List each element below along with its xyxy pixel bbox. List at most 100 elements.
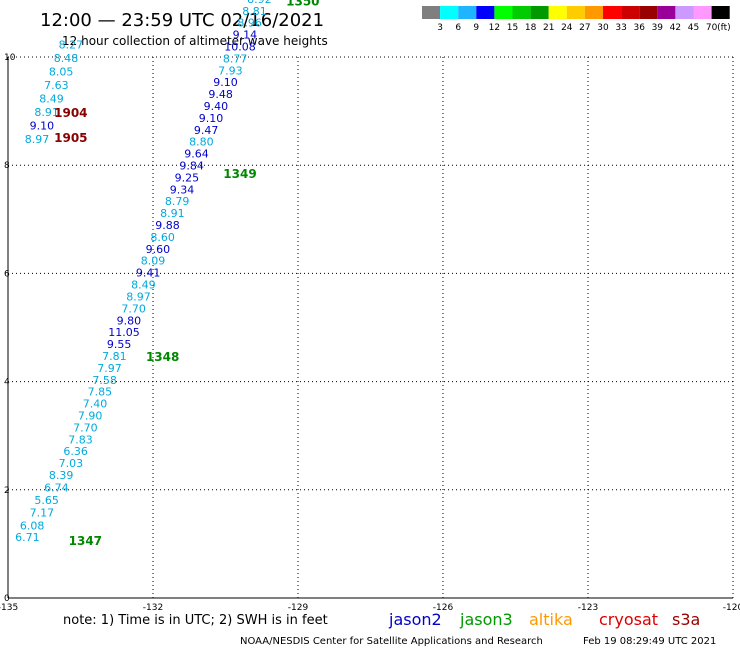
wave-height-value: 7.40 bbox=[83, 398, 108, 411]
wave-height-value: 8.39 bbox=[49, 469, 74, 482]
wave-height-value: 7.03 bbox=[59, 457, 84, 470]
wave-height-value: 8.91 bbox=[160, 207, 185, 220]
x-tick-label: -123 bbox=[578, 603, 598, 613]
wave-height-value: 8.97 bbox=[25, 133, 50, 146]
wave-height-value: 7.85 bbox=[88, 386, 113, 399]
wave-height-value: 8.60 bbox=[150, 231, 175, 244]
legend-cryosat: cryosat bbox=[599, 610, 658, 629]
colorbar-swatch bbox=[476, 6, 495, 19]
colorbar-swatch bbox=[675, 6, 694, 19]
wave-height-value: 9.88 bbox=[155, 219, 180, 232]
colorbar-label: 18 bbox=[525, 23, 537, 33]
footer-timestamp: Feb 19 08:29:49 UTC 2021 bbox=[583, 636, 716, 647]
colorbar-swatch bbox=[440, 6, 459, 19]
colorbar-label: 21 bbox=[543, 23, 554, 33]
colorbar-label: 9 bbox=[473, 23, 479, 33]
wave-height-value: 8.97 bbox=[126, 290, 151, 303]
wave-height-value: 9.34 bbox=[170, 183, 195, 196]
wave-height-value: 10.08 bbox=[224, 41, 256, 54]
wave-height-value: 8.79 bbox=[165, 195, 190, 208]
wave-height-value: 8.81 bbox=[242, 5, 267, 18]
wave-height-value: 8.92 bbox=[247, 0, 272, 6]
colorbar-label: 42 bbox=[670, 23, 681, 33]
units-note: note: 1) Time is in UTC; 2) SWH is in fe… bbox=[63, 613, 328, 628]
satellite-legend: jason2 jason3 altika cryosat s3a bbox=[388, 610, 700, 629]
wave-height-value: 9.80 bbox=[117, 314, 142, 327]
colorbar-swatch bbox=[512, 6, 531, 19]
data-points: 6.716.087.175.656.748.397.036.367.837.70… bbox=[15, 0, 272, 544]
wave-height-value: 7.17 bbox=[30, 506, 55, 519]
colorbar-label: 15 bbox=[507, 23, 518, 33]
wave-height-value: 9.10 bbox=[213, 76, 238, 89]
x-tick-label: -120 bbox=[723, 603, 740, 613]
colorbar-label: 45 bbox=[688, 23, 699, 33]
plot-grid bbox=[7, 56, 734, 599]
wave-height-value: 9.55 bbox=[107, 338, 132, 351]
colorbar-label: 12 bbox=[489, 23, 500, 33]
wave-height-value: 8.77 bbox=[223, 52, 248, 65]
time-label: 1348 bbox=[146, 350, 179, 364]
wave-height-value: 7.63 bbox=[44, 79, 69, 92]
colorbar-label: 27 bbox=[579, 23, 590, 33]
wave-height-value: 9.64 bbox=[184, 148, 209, 161]
legend-jason2: jason2 bbox=[388, 610, 442, 629]
colorbar-unit: (ft) bbox=[717, 23, 731, 33]
colorbar-label: 36 bbox=[633, 23, 645, 33]
wave-height-value: 8.96 bbox=[237, 17, 262, 30]
wave-height-value: 6.71 bbox=[15, 531, 40, 544]
colorbar-swatch bbox=[548, 6, 567, 19]
wave-height-value: 7.90 bbox=[78, 409, 103, 422]
colorbar-label: 33 bbox=[615, 23, 626, 33]
wave-height-value: 9.10 bbox=[199, 112, 224, 125]
wave-height-value: 8.80 bbox=[189, 136, 214, 149]
wave-height-value: 9.48 bbox=[208, 88, 233, 101]
colorbar-swatch bbox=[422, 6, 441, 19]
footer-credit: NOAA/NESDIS Center for Satellite Applica… bbox=[240, 636, 543, 647]
wave-height-value: 9.25 bbox=[175, 171, 200, 184]
time-label: 1347 bbox=[69, 534, 102, 548]
colorbar-swatch bbox=[639, 6, 658, 19]
colorbar-swatch bbox=[458, 6, 477, 19]
wave-height-value: 9.84 bbox=[179, 160, 204, 173]
wave-height-value: 9.47 bbox=[194, 124, 219, 137]
wave-height-value: 7.58 bbox=[92, 374, 117, 387]
y-tick-label: 0 bbox=[4, 594, 10, 604]
colorbar-label: 6 bbox=[455, 23, 461, 33]
wave-height-value: 7.93 bbox=[218, 64, 243, 77]
colorbar-swatch bbox=[584, 6, 603, 19]
wave-height-value: 7.83 bbox=[68, 433, 93, 446]
y-tick-label: 4 bbox=[4, 378, 10, 388]
x-tick-label: -132 bbox=[143, 603, 163, 613]
colorbar-swatch bbox=[603, 6, 622, 19]
wave-height-value: 9.40 bbox=[204, 100, 229, 113]
time-label: 1904 bbox=[54, 106, 87, 120]
wave-height-value: 8.49 bbox=[131, 279, 156, 292]
colorbar-label: 39 bbox=[652, 23, 664, 33]
wave-height-value: 7.70 bbox=[73, 421, 98, 434]
legend-s3a: s3a bbox=[672, 610, 700, 629]
time-label: 1349 bbox=[223, 167, 256, 181]
colorbar-swatch bbox=[711, 6, 730, 19]
colorbar-swatch bbox=[566, 6, 585, 19]
colorbar-label: 70 bbox=[706, 23, 718, 33]
x-tick-label: -129 bbox=[288, 603, 309, 613]
time-label: 1905 bbox=[54, 131, 87, 145]
y-tick-label: 8 bbox=[4, 161, 10, 171]
colorbar-swatch bbox=[494, 6, 513, 19]
y-tick-label: 6 bbox=[4, 269, 10, 279]
wave-height-value: 7.70 bbox=[121, 302, 146, 315]
chart-title: 12:00 — 23:59 UTC 02/16/2021 bbox=[40, 10, 324, 31]
legend-jason3: jason3 bbox=[459, 610, 513, 629]
wave-height-value: 8.05 bbox=[49, 65, 74, 78]
colorbar-label: 3 bbox=[437, 23, 443, 33]
wave-height-value: 9.14 bbox=[233, 29, 258, 42]
time-labels: 1347 1348 1349 1350 1905 1904 bbox=[54, 0, 319, 548]
y-tick-label: 10 bbox=[4, 53, 16, 63]
wave-height-value: 9.41 bbox=[136, 267, 161, 280]
y-tick-label: 2 bbox=[4, 486, 10, 496]
x-tick-label: -135 bbox=[0, 603, 18, 613]
wave-height-value: 8.49 bbox=[39, 92, 64, 105]
wave-height-value: 7.97 bbox=[97, 362, 122, 375]
colorbar-swatch bbox=[693, 6, 712, 19]
